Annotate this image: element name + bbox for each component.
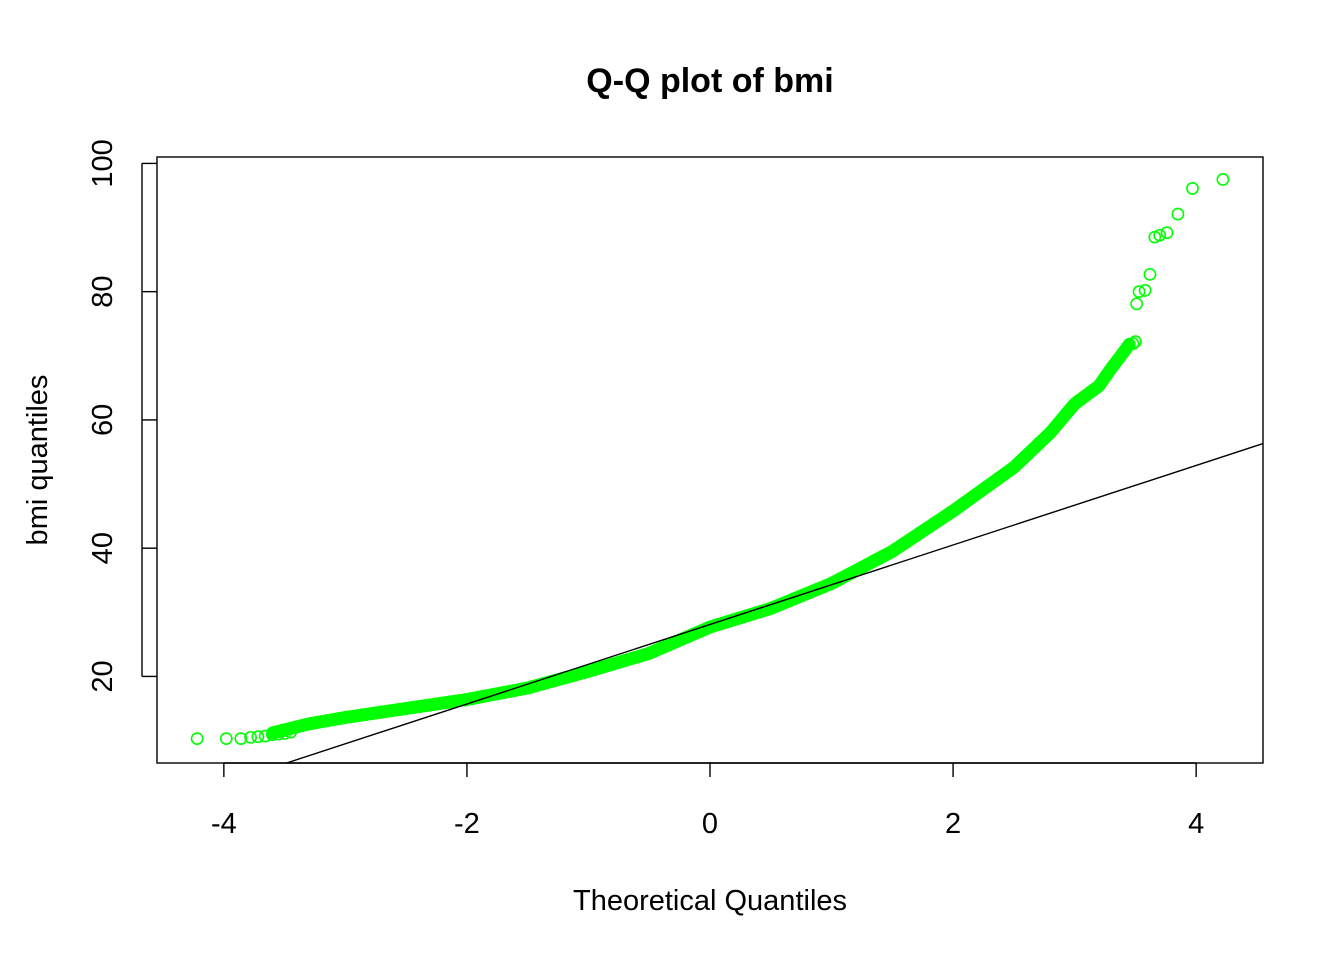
y-tick-label: 40: [87, 532, 119, 564]
reference-line-layer: [286, 442, 1264, 764]
x-tick-label: -4: [211, 808, 237, 840]
data-point: [1143, 267, 1157, 281]
data-point: [1186, 182, 1199, 195]
plot-frame: [156, 156, 1264, 764]
data-point: [1153, 228, 1167, 242]
x-tick-label: -2: [454, 808, 480, 840]
y-tick-label: 20: [87, 660, 119, 692]
data-point: [1122, 337, 1136, 351]
y-tick-label: 80: [87, 276, 119, 308]
data-point: [1132, 285, 1146, 299]
data-point: [190, 732, 204, 746]
x-tick-label: 0: [702, 808, 718, 840]
reference-line: [286, 442, 1264, 764]
x-axis: -4 -2 0 2 4: [211, 762, 1204, 840]
data-point: [244, 730, 257, 744]
data-point: [234, 732, 248, 746]
y-tick-label: 100: [87, 139, 119, 187]
chart-title: Q-Q plot of bmi: [586, 62, 833, 100]
x-axis-label: Theoretical Quantiles: [573, 885, 847, 917]
data-point: [219, 732, 233, 746]
x-tick-label: 2: [945, 808, 961, 840]
data-point: [1171, 207, 1185, 221]
y-axis: 20 40 60 80 100: [87, 139, 157, 693]
data-point: [251, 730, 265, 744]
data-points: [190, 173, 1230, 746]
data-point: [1160, 226, 1174, 240]
y-axis-label: bmi quantiles: [22, 375, 54, 546]
data-point: [1130, 297, 1143, 311]
y-tick-label: 60: [87, 404, 119, 436]
x-tick-label: 4: [1188, 808, 1204, 840]
data-point: [1216, 173, 1230, 186]
data-point: [1138, 283, 1152, 297]
